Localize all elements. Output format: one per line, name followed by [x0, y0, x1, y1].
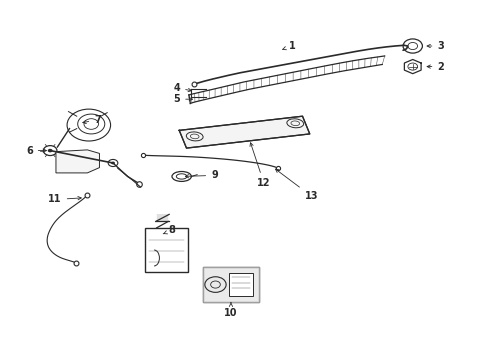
Text: 1: 1 [282, 41, 295, 51]
Text: 5: 5 [173, 94, 192, 104]
Circle shape [111, 162, 115, 165]
Text: 7: 7 [82, 115, 101, 125]
Polygon shape [203, 267, 259, 302]
Polygon shape [179, 116, 309, 148]
Text: 6: 6 [26, 145, 46, 156]
Circle shape [48, 149, 53, 152]
Bar [228, 273, 253, 296]
Text: 13: 13 [275, 169, 317, 201]
Text: 3: 3 [426, 41, 443, 51]
Text: 2: 2 [426, 62, 443, 72]
Bar [203, 267, 259, 302]
Text: 9: 9 [185, 170, 218, 180]
Text: 10: 10 [224, 302, 237, 318]
Text: 12: 12 [249, 143, 270, 188]
Polygon shape [56, 150, 99, 173]
Text: 8: 8 [163, 225, 175, 235]
FancyBboxPatch shape [145, 228, 187, 272]
Text: 4: 4 [173, 83, 191, 93]
Text: 11: 11 [48, 194, 81, 204]
